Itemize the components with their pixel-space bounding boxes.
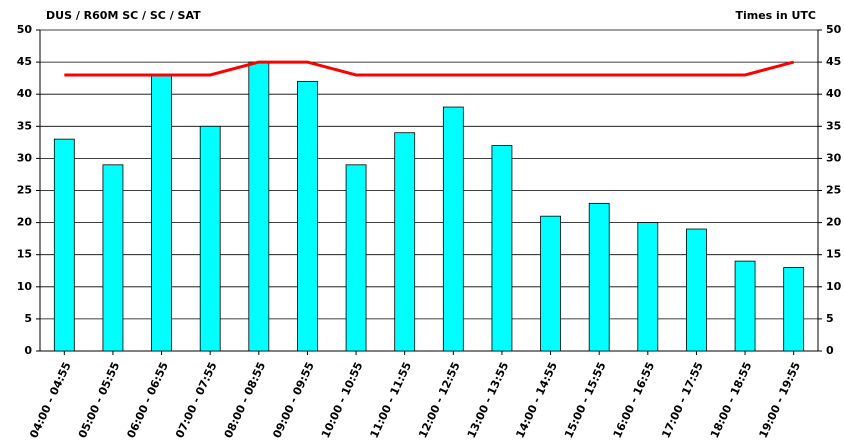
x-tick-label: 13:00 - 13:55 bbox=[465, 360, 512, 440]
y2-tick-label: 15 bbox=[826, 248, 841, 261]
chart-title: DUS / R60M SC / SC / SAT bbox=[46, 9, 201, 22]
x-tick-label: 07:00 - 07:55 bbox=[173, 360, 220, 440]
y-tick-label: 5 bbox=[24, 312, 32, 325]
x-tick-label: 05:00 - 05:55 bbox=[76, 360, 123, 440]
y-tick-label: 35 bbox=[17, 119, 32, 132]
bar bbox=[53, 138, 75, 352]
y-tick-label: 30 bbox=[17, 151, 33, 164]
y2-tick-label: 5 bbox=[826, 312, 834, 325]
y2-tick-label: 40 bbox=[826, 87, 842, 100]
chart-subtitle: Times in UTC bbox=[735, 9, 816, 22]
bar bbox=[199, 125, 221, 352]
x-tick-label: 17:00 - 17:55 bbox=[659, 360, 706, 440]
y-tick-label: 20 bbox=[17, 216, 33, 229]
y2-tick-label: 0 bbox=[826, 344, 834, 357]
bar bbox=[686, 228, 707, 352]
y-tick-label: 25 bbox=[17, 184, 32, 197]
bar bbox=[248, 61, 270, 352]
y2-tick-label: 25 bbox=[826, 184, 841, 197]
x-tick-label: 06:00 - 06:55 bbox=[124, 360, 171, 440]
x-tick-label: 14:00 - 14:55 bbox=[513, 360, 560, 440]
y2-tick-label: 30 bbox=[826, 151, 842, 164]
bar bbox=[491, 145, 513, 352]
x-tick-label: 19:00 - 19:55 bbox=[757, 360, 804, 440]
bar bbox=[540, 215, 561, 352]
x-tick-label: 12:00 - 12:55 bbox=[416, 360, 463, 440]
bar bbox=[588, 202, 610, 352]
y2-tick-label: 50 bbox=[826, 23, 842, 36]
y2-tick-label: 10 bbox=[826, 280, 842, 293]
line bbox=[64, 60, 795, 77]
y-tick-label: 15 bbox=[17, 248, 32, 261]
bar bbox=[442, 106, 464, 352]
x-tick-label: 11:00 - 11:55 bbox=[368, 360, 415, 440]
y-tick-label: 50 bbox=[17, 23, 33, 36]
bar bbox=[394, 132, 416, 352]
x-tick-label: 08:00 - 08:55 bbox=[222, 360, 269, 440]
bar bbox=[783, 267, 805, 352]
x-tick-label: 15:00 - 15:55 bbox=[562, 360, 609, 440]
y2-tick-label: 35 bbox=[826, 119, 841, 132]
bar bbox=[297, 80, 318, 352]
y-tick-label: 10 bbox=[17, 280, 33, 293]
bar bbox=[102, 164, 124, 352]
y-tick-label: 0 bbox=[24, 344, 32, 357]
x-tick-label: 10:00 - 10:55 bbox=[319, 360, 366, 440]
x-tick-label: 16:00 - 16:55 bbox=[611, 360, 658, 440]
x-tick-label: 18:00 - 18:55 bbox=[708, 360, 755, 440]
bar bbox=[345, 164, 367, 352]
bar bbox=[734, 260, 756, 352]
bar bbox=[637, 222, 659, 352]
bar bbox=[151, 74, 172, 352]
y-tick-label: 45 bbox=[17, 55, 32, 68]
y2-tick-label: 20 bbox=[826, 216, 842, 229]
x-tick-label: 04:00 - 04:55 bbox=[27, 360, 74, 440]
y2-tick-label: 45 bbox=[826, 55, 841, 68]
y-tick-label: 40 bbox=[17, 87, 33, 100]
x-tick-label: 09:00 - 09:55 bbox=[270, 360, 317, 440]
